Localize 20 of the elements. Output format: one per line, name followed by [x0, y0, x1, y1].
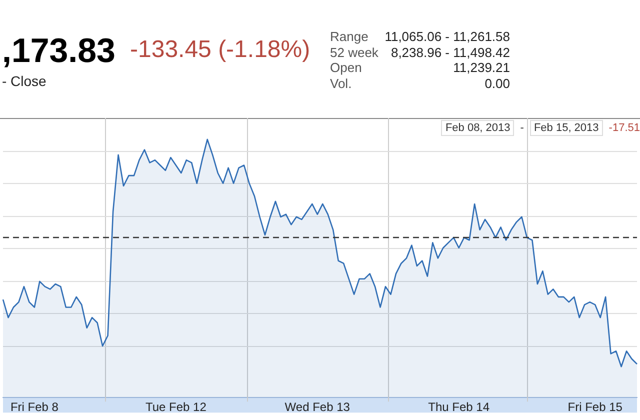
text: 11,239.21 — [452, 60, 510, 76]
x-tick-label: Tue Feb 12 — [145, 400, 207, 414]
text: - — [520, 122, 524, 134]
text: - Close — [2, 73, 46, 89]
text: 52 week — [330, 44, 380, 60]
chart-subtitle: -133.45 (-1.18%) — [130, 36, 310, 64]
text: 0.00 — [484, 76, 510, 91]
text: Range — [330, 29, 370, 44]
x-tick-label: Fri Feb 8 — [10, 400, 59, 414]
x-tick-label: Wed Feb 13 — [284, 400, 350, 414]
text: Feb 15, 2013 — [530, 120, 603, 136]
text: -17.51 — [608, 122, 640, 134]
text: Open — [330, 60, 363, 76]
x-tick-label: Fri Feb 15 — [568, 400, 623, 414]
chart-title: ,173.83 — [2, 32, 116, 71]
text: 8,238.96 - 11,498.42 — [390, 44, 510, 60]
text: 11,065.06 - 11,261.58 — [384, 29, 510, 44]
x-tick-label: Thu Feb 14 — [428, 400, 490, 414]
text: Feb 08, 2013 — [441, 120, 514, 136]
text: Vol. — [330, 76, 353, 91]
